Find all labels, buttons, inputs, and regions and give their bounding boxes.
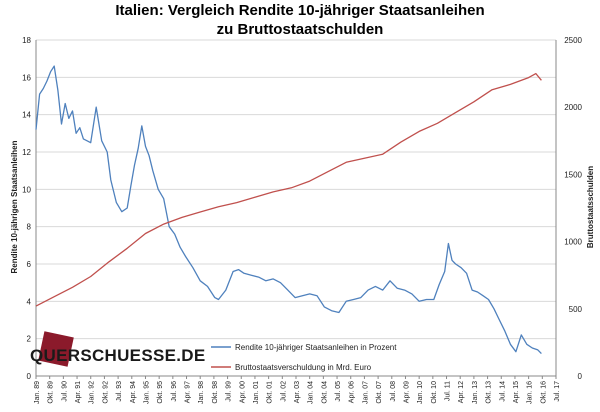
chart-title-line-2: zu Bruttostaatschulden xyxy=(216,21,384,38)
x-tick-label: Okt. 98 xyxy=(212,381,219,404)
x-tick-label: Apr. 06 xyxy=(349,381,356,403)
y-tick-left-label: 6 xyxy=(27,260,32,269)
y-axis-left-label: Rendite 10-jährigen Staatsanleihen xyxy=(10,140,19,273)
y-tick-left-label: 10 xyxy=(22,185,31,194)
legend: Rendite 10-jähriger Staatsanleihen in Pr… xyxy=(211,343,397,372)
x-tick-label: Jan. 89 xyxy=(34,381,41,404)
gridlines xyxy=(35,39,557,377)
y-tick-left-label: 0 xyxy=(27,372,32,381)
x-tick-label: Jan. 07 xyxy=(362,381,369,404)
x-tick-label: Okt. 89 xyxy=(48,381,55,404)
x-tick-label: Jul. 02 xyxy=(280,381,287,402)
x-tick-label: Okt. 04 xyxy=(321,381,328,404)
x-tick-label: Apr. 91 xyxy=(75,381,82,403)
x-tick-label: Okt. 01 xyxy=(267,381,274,404)
x-tick-label: Apr. 00 xyxy=(239,381,246,403)
series-lines xyxy=(35,65,542,355)
y-axis-right-label: Bruttostaatsschulden xyxy=(586,166,595,248)
x-tick-label: Apr. 15 xyxy=(513,381,520,403)
brand-watermark: QUERSCHUESSE.DE xyxy=(30,346,206,365)
y-tick-right-label: 1500 xyxy=(564,170,582,179)
x-tick-label: Jan. 10 xyxy=(417,381,424,404)
y-tick-right-label: 500 xyxy=(569,305,583,314)
y-tick-left-label: 16 xyxy=(22,73,31,82)
x-tick-label: Jan. 98 xyxy=(198,381,205,404)
x-tick-label: Jan. 92 xyxy=(89,381,96,404)
x-tick-label: Jan. 04 xyxy=(308,381,315,404)
x-tick-label: Jul. 08 xyxy=(390,381,397,402)
x-tick-label: Apr. 12 xyxy=(458,381,465,403)
y-tick-left-label: 2 xyxy=(27,335,32,344)
y-tick-right-label: 0 xyxy=(578,372,583,381)
x-tick-label: Okt. 95 xyxy=(157,381,164,404)
x-tick-label: Jan. 01 xyxy=(253,381,260,404)
chart-title-line-1: Italien: Vergleich Rendite 10-jähriger S… xyxy=(115,2,485,19)
x-tick-label: Jul. 05 xyxy=(335,381,342,402)
x-tick-label: Okt. 13 xyxy=(486,381,493,404)
y-tick-right-label: 1000 xyxy=(564,238,582,247)
y-tick-left-label: 8 xyxy=(27,223,32,232)
x-tick-label: Jul. 14 xyxy=(499,381,506,402)
y-tick-left-label: 18 xyxy=(22,36,31,45)
x-tick-label: Apr. 09 xyxy=(403,381,410,403)
y-tick-left-label: 14 xyxy=(22,111,31,120)
x-tick-label: Apr. 03 xyxy=(294,381,301,403)
series-line-yield xyxy=(35,65,542,355)
x-tick-label: Apr. 97 xyxy=(185,381,192,403)
x-tick-label: Okt. 07 xyxy=(376,381,383,404)
legend-label-yield: Rendite 10-jähriger Staatsanleihen in Pr… xyxy=(235,343,397,352)
x-tick-label: Jul. 93 xyxy=(116,381,123,402)
x-tick-label: Okt. 16 xyxy=(540,381,547,404)
y-tick-left-label: 4 xyxy=(27,297,32,306)
x-tick-label: Jul. 99 xyxy=(226,381,233,402)
x-tick-label: Jan. 95 xyxy=(143,381,150,404)
x-tick-label: Jan. 16 xyxy=(527,381,534,404)
x-tick-label: Okt. 92 xyxy=(102,381,109,404)
x-tick-label: Apr. 94 xyxy=(130,381,137,403)
x-tick-label: Jul. 96 xyxy=(171,381,178,402)
x-tick-label: Jul. 17 xyxy=(554,381,561,402)
x-tick-label: Jul. 11 xyxy=(445,381,452,401)
y-tick-left-label: 12 xyxy=(22,148,31,157)
x-tick-label: Jul. 90 xyxy=(61,381,68,402)
y-tick-right-label: 2000 xyxy=(564,103,582,112)
x-axis-ticks: Jan. 89 Okt. 89 Jul. 90 Apr. 91 Jan. 92 Okt. … xyxy=(34,376,561,404)
legend-label-debt: Bruttostaatsverschuldung in Mrd. Euro xyxy=(235,363,372,372)
series-line-debt xyxy=(35,72,542,307)
x-tick-label: Jan. 13 xyxy=(472,381,479,404)
x-tick-label: Okt. 10 xyxy=(431,381,438,404)
y-axis-left-ticks: 0 2 4 6 8 10 12 14 16 18 xyxy=(22,36,31,381)
y-axis-right-ticks: 0 500 1000 1500 2000 2500 xyxy=(564,36,582,381)
y-tick-right-label: 2500 xyxy=(564,36,582,45)
